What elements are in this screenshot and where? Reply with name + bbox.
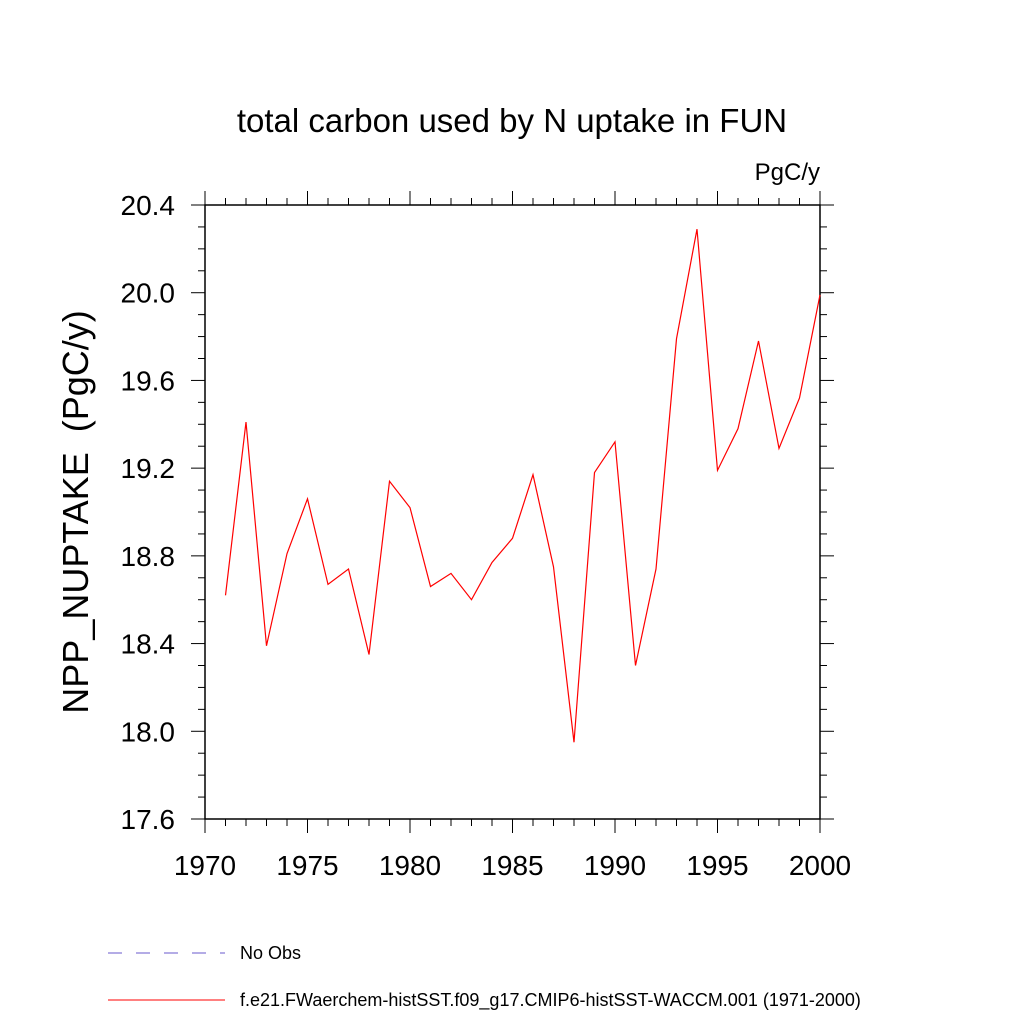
series-group	[224, 229, 821, 743]
chart-title: total carbon used by N uptake in FUN	[237, 102, 787, 139]
y-tick-label: 19.2	[121, 453, 176, 484]
legend-label-model-run: f.e21.FWaerchem-histSST.f09_g17.CMIP6-hi…	[240, 990, 861, 1011]
legend: No Obs f.e21.FWaerchem-histSST.f09_g17.C…	[108, 943, 861, 1011]
x-tick-label: 1990	[584, 850, 646, 881]
y-tick-label: 17.6	[121, 804, 176, 835]
y-tick-label: 18.4	[121, 629, 176, 660]
x-tick-label: 1980	[379, 850, 441, 881]
y-tick-label: 18.8	[121, 541, 176, 572]
plot-frame	[204, 204, 821, 820]
legend-label-no-obs: No Obs	[240, 943, 301, 963]
y-tick-label: 19.6	[121, 365, 176, 396]
y-axis-ticks	[191, 204, 834, 820]
x-axis-tick-labels: 1970 1975 1980 1985 1990 1995 2000	[174, 850, 851, 881]
units-label: PgC/y	[755, 159, 820, 186]
x-tick-label: 1975	[276, 850, 338, 881]
x-tick-label: 1970	[174, 850, 236, 881]
y-tick-label: 20.0	[121, 278, 176, 309]
y-axis-label: NPP_NUPTAKE (PgC/y)	[55, 310, 96, 713]
y-tick-label: 18.0	[121, 716, 176, 747]
x-tick-label: 1995	[686, 850, 748, 881]
y-axis-tick-labels: 17.6 18.0 18.4 18.8 19.2 19.6 20.0 20.4	[121, 190, 176, 835]
x-tick-label: 2000	[789, 850, 851, 881]
series-line-model-run	[224, 229, 821, 743]
x-axis-ticks	[204, 191, 821, 833]
x-tick-label: 1985	[481, 850, 543, 881]
y-tick-label: 20.4	[121, 190, 176, 221]
